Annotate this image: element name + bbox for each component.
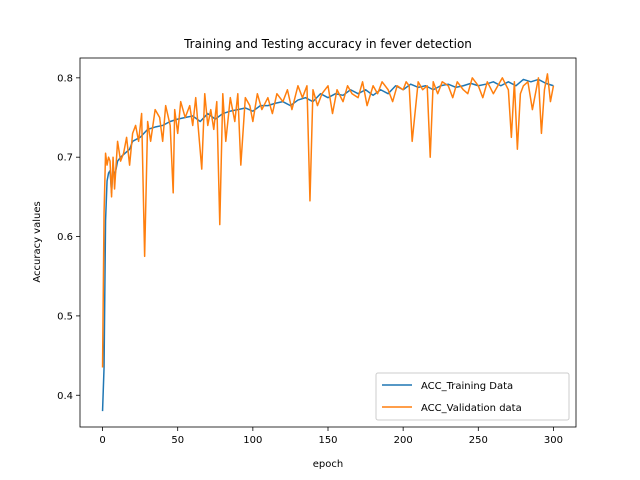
y-tick-label: 0.7 — [57, 153, 73, 164]
legend-label-training: ACC_Training Data — [421, 381, 513, 392]
x-tick-label: 300 — [544, 435, 563, 446]
x-tick-label: 150 — [318, 435, 337, 446]
x-tick-label: 0 — [99, 435, 105, 446]
x-axis-label: epoch — [313, 459, 343, 470]
chart-title: Training and Testing accuracy in fever d… — [183, 37, 472, 51]
legend-label-validation: ACC_Validation data — [421, 403, 522, 414]
y-axis-ticks: 0.4 0.5 0.6 0.7 0.8 — [57, 73, 80, 402]
y-axis-label: Accuracy values — [32, 201, 43, 282]
series-line-validation — [101, 73, 555, 368]
y-tick-label: 0.8 — [57, 73, 73, 84]
x-tick-label: 100 — [243, 435, 262, 446]
y-tick-label: 0.6 — [57, 232, 73, 243]
series-layer — [101, 73, 555, 412]
x-tick-label: 250 — [469, 435, 488, 446]
legend-box — [375, 372, 570, 421]
legend: ACC_Training Data ACC_Validation data — [375, 372, 570, 421]
y-tick-label: 0.5 — [57, 311, 73, 322]
x-tick-label: 50 — [171, 435, 184, 446]
x-tick-label: 200 — [394, 435, 413, 446]
x-axis-ticks: 0 50 100 150 200 250 300 — [99, 427, 563, 446]
y-tick-label: 0.4 — [57, 391, 73, 402]
